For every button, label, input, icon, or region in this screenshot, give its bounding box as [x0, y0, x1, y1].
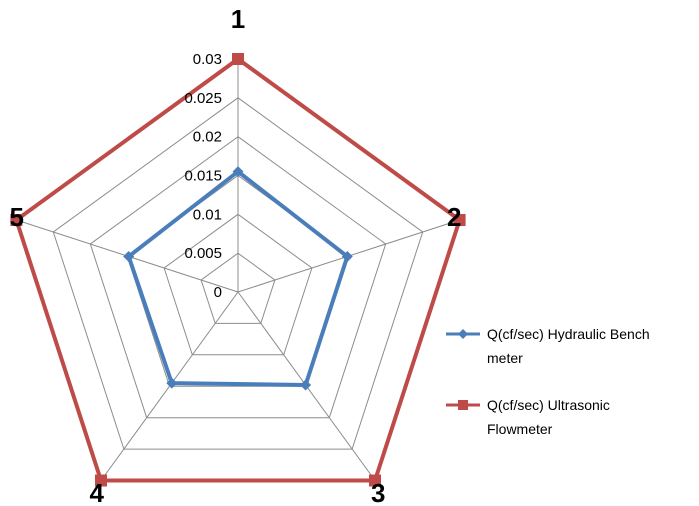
grid-ring: [200, 252, 276, 324]
radial-tick-labels: 0 0.005 0.01 0.015 0.02 0.025 0.03: [184, 51, 222, 301]
tick-label: 0.03: [193, 51, 222, 68]
tick-label: 0.025: [184, 90, 222, 107]
tick-label: 0.015: [184, 168, 222, 185]
series-layer: [10, 53, 466, 487]
data-point-marker: [232, 166, 244, 178]
legend-item: Q(cf/sec) Ultrasonic Flowmeter: [446, 397, 610, 437]
grid-ring: [52, 97, 424, 450]
legend-item: Q(cf/sec) Hydraulic Bench meter: [446, 326, 650, 366]
data-point-marker: [232, 53, 244, 65]
tick-label: 0.02: [193, 129, 222, 146]
legend-label: Q(cf/sec) Ultrasonic: [487, 397, 610, 413]
series-1: [123, 166, 353, 391]
category-label: 1: [231, 4, 245, 34]
legend-label: meter: [487, 350, 523, 366]
data-point-marker: [123, 250, 135, 262]
grid-ring: [163, 213, 313, 356]
data-point-marker: [10, 214, 23, 226]
series-line: [14, 56, 462, 483]
radar-grid: [15, 58, 461, 481]
category-label: 5: [10, 202, 24, 232]
data-point-marker: [341, 250, 353, 262]
tick-label: 0.005: [184, 245, 222, 262]
legend-label: Q(cf/sec) Hydraulic Bench: [487, 326, 650, 342]
category-label: 2: [447, 202, 461, 232]
category-label: 4: [90, 478, 105, 506]
grid-ring: [89, 136, 387, 419]
tick-label: 0.01: [193, 206, 222, 223]
legend: Q(cf/sec) Hydraulic BenchmeterQ(cf/sec) …: [446, 326, 650, 437]
data-point-marker: [300, 379, 312, 391]
data-point-marker: [166, 377, 178, 389]
legend-label: Flowmeter: [487, 421, 553, 437]
series-line: [126, 169, 350, 388]
category-label: 3: [371, 478, 385, 506]
legend-swatch-marker: [458, 329, 468, 339]
data-point-marker: [369, 474, 381, 487]
series-2: [10, 53, 466, 487]
data-point-marker: [95, 474, 107, 487]
data-point-marker: [453, 214, 466, 226]
tick-label: 0: [214, 284, 222, 301]
category-labels: 1 2 3 4 5: [10, 4, 462, 506]
legend-swatch-marker: [458, 400, 468, 410]
